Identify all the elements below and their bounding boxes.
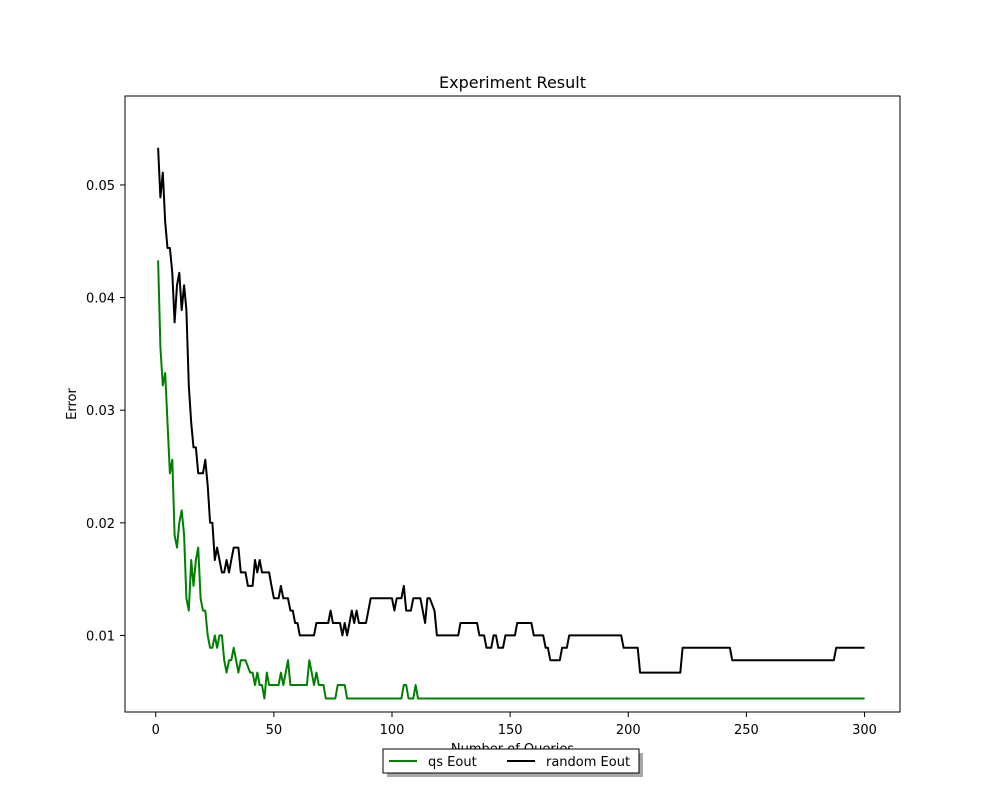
- legend-label-random-eout: random Eout: [546, 755, 630, 770]
- y-tick-label: 0.03: [86, 404, 115, 419]
- y-tick-label: 0.05: [86, 179, 115, 194]
- x-tick-label: 150: [498, 723, 523, 738]
- x-tick-label: 300: [852, 723, 877, 738]
- y-tick-label: 0.04: [86, 292, 115, 307]
- series-line-qs-eout: [157, 260, 865, 700]
- x-tick-label: 200: [616, 723, 641, 738]
- x-tick-label: 50: [266, 723, 283, 738]
- legend: qs Eout random Eout: [382, 748, 643, 777]
- x-tick-label: 100: [380, 723, 405, 738]
- x-tick-label: 0: [152, 723, 160, 738]
- y-axis-title: Error: [65, 388, 80, 420]
- y-axis-ticks: 0.01 0.02 0.03 0.04 0.05: [86, 179, 125, 644]
- series-layer: [157, 147, 865, 700]
- chart-title: Experiment Result: [439, 73, 586, 92]
- y-tick-label: 0.01: [86, 629, 115, 644]
- plot-area-frame: [124, 95, 901, 713]
- x-tick-label: 250: [734, 723, 759, 738]
- x-axis-ticks: 0 50 100 150 200 250 300: [152, 712, 877, 738]
- series-line-random-eout: [157, 147, 865, 674]
- y-tick-label: 0.02: [86, 517, 115, 532]
- legend-label-qs-eout: qs Eout: [428, 755, 477, 770]
